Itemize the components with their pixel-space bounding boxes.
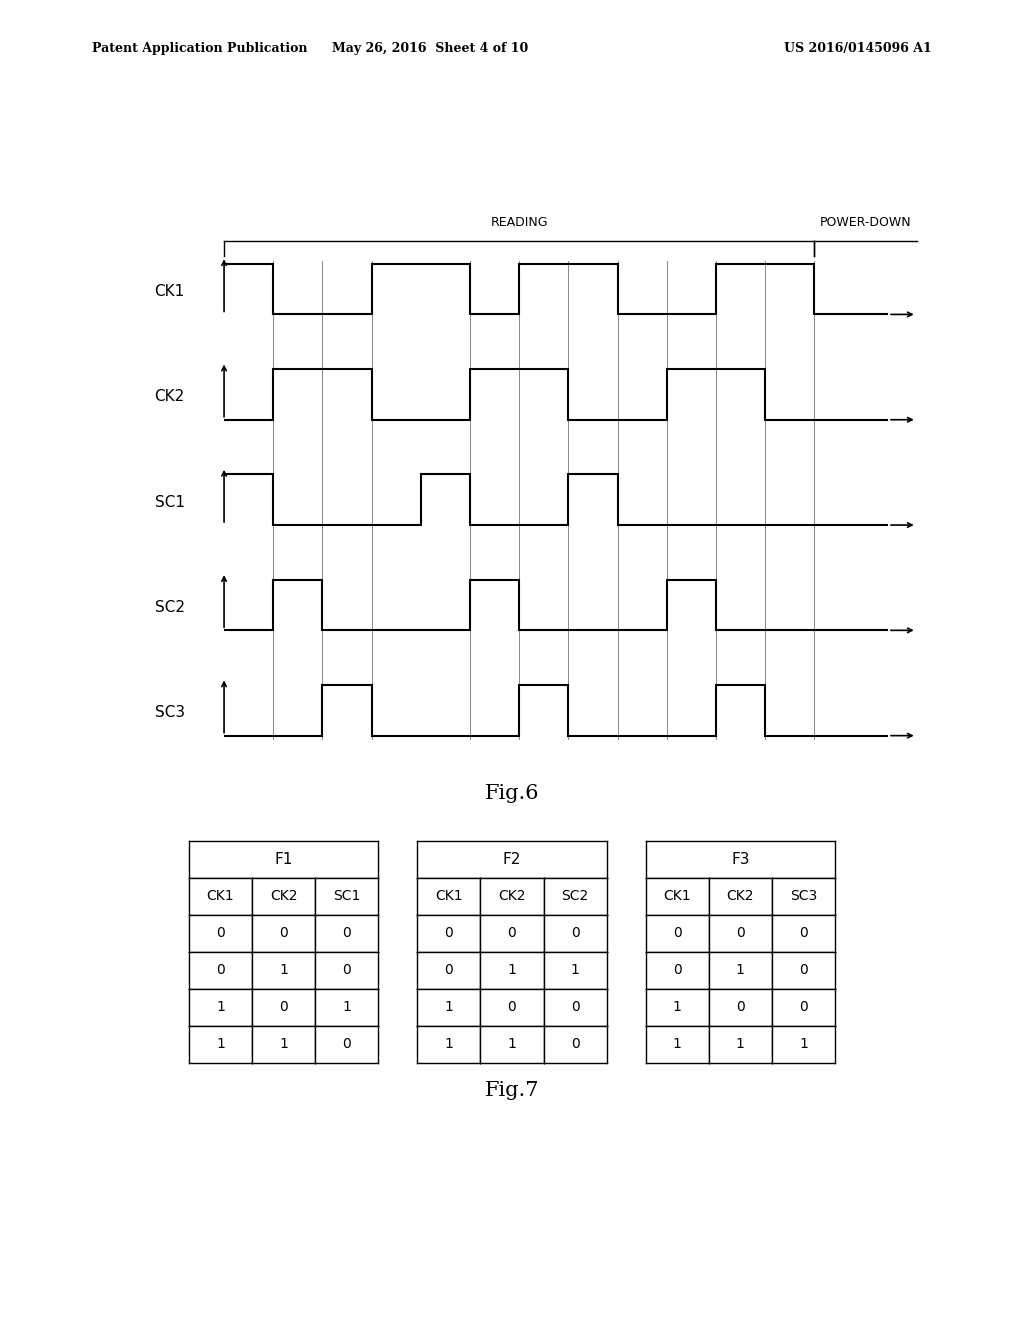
Text: 1: 1 xyxy=(342,1001,351,1014)
Text: 0: 0 xyxy=(508,927,516,940)
Text: Fig.6: Fig.6 xyxy=(484,784,540,803)
Text: 0: 0 xyxy=(280,1001,288,1014)
Text: 0: 0 xyxy=(570,1001,580,1014)
Text: CK2: CK2 xyxy=(270,890,297,903)
Text: 0: 0 xyxy=(280,927,288,940)
Text: 1: 1 xyxy=(736,1038,744,1051)
Text: 0: 0 xyxy=(673,964,682,977)
Text: 0: 0 xyxy=(216,964,225,977)
Text: 0: 0 xyxy=(444,927,454,940)
Text: Fig.7: Fig.7 xyxy=(484,1081,540,1100)
Text: 0: 0 xyxy=(736,1001,744,1014)
Text: 0: 0 xyxy=(570,927,580,940)
Text: CK1: CK1 xyxy=(435,890,463,903)
Text: 0: 0 xyxy=(736,927,744,940)
Text: 1: 1 xyxy=(280,964,288,977)
Text: CK1: CK1 xyxy=(155,284,184,300)
Text: 1: 1 xyxy=(444,1038,454,1051)
Text: 0: 0 xyxy=(508,1001,516,1014)
Text: 1: 1 xyxy=(673,1001,682,1014)
Text: 0: 0 xyxy=(799,964,808,977)
Text: SC1: SC1 xyxy=(155,495,184,510)
Text: CK2: CK2 xyxy=(499,890,525,903)
Text: 0: 0 xyxy=(673,927,682,940)
Text: SC2: SC2 xyxy=(155,601,184,615)
Text: Patent Application Publication: Patent Application Publication xyxy=(92,42,307,55)
Text: POWER-DOWN: POWER-DOWN xyxy=(819,216,911,230)
Text: 1: 1 xyxy=(570,964,580,977)
Text: 1: 1 xyxy=(216,1001,225,1014)
Text: SC1: SC1 xyxy=(333,890,360,903)
Text: 0: 0 xyxy=(570,1038,580,1051)
Text: May 26, 2016  Sheet 4 of 10: May 26, 2016 Sheet 4 of 10 xyxy=(332,42,528,55)
Text: 0: 0 xyxy=(216,927,225,940)
Text: SC2: SC2 xyxy=(561,890,589,903)
Text: F3: F3 xyxy=(731,851,750,867)
Text: 0: 0 xyxy=(342,964,351,977)
Text: READING: READING xyxy=(490,216,548,230)
Text: 0: 0 xyxy=(342,927,351,940)
Text: CK2: CK2 xyxy=(155,389,184,404)
Text: 0: 0 xyxy=(799,1001,808,1014)
Text: US 2016/0145096 A1: US 2016/0145096 A1 xyxy=(784,42,932,55)
Text: 1: 1 xyxy=(508,1038,516,1051)
Text: 1: 1 xyxy=(508,964,516,977)
Text: 1: 1 xyxy=(736,964,744,977)
Text: 0: 0 xyxy=(799,927,808,940)
Text: 1: 1 xyxy=(799,1038,808,1051)
Text: 1: 1 xyxy=(673,1038,682,1051)
Text: 0: 0 xyxy=(444,964,454,977)
Text: CK1: CK1 xyxy=(207,890,234,903)
Text: F2: F2 xyxy=(503,851,521,867)
Text: 1: 1 xyxy=(444,1001,454,1014)
Text: 1: 1 xyxy=(280,1038,288,1051)
Text: SC3: SC3 xyxy=(155,705,184,721)
Text: F1: F1 xyxy=(274,851,293,867)
Text: 1: 1 xyxy=(216,1038,225,1051)
Text: 0: 0 xyxy=(342,1038,351,1051)
Text: CK1: CK1 xyxy=(664,890,691,903)
Text: CK2: CK2 xyxy=(727,890,754,903)
Text: SC3: SC3 xyxy=(790,890,817,903)
